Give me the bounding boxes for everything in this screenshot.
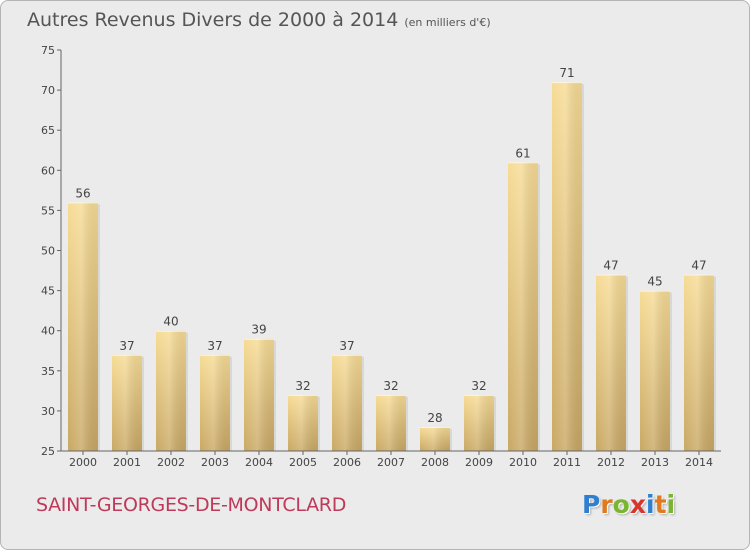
axes-layer: 25 30 35 40 45 50 55 60 65 70 75 56 2000 37 2001 40 2002… (41, 44, 721, 469)
bar-value-label: 61 (515, 146, 530, 160)
bar-highlight (68, 202, 98, 451)
y-tick-label: 55 (41, 204, 55, 217)
bar-highlight (288, 394, 318, 451)
x-tick-label: 2011 (553, 456, 581, 469)
bar-highlight (684, 274, 714, 451)
x-tick-label: 2002 (157, 456, 185, 469)
chart-title-text: Autres Revenus Divers de 2000 à 2014 (27, 9, 399, 31)
commune-name: SAINT-GEORGES-DE-MONTCLARD (36, 494, 347, 516)
y-tick-label: 75 (41, 44, 55, 57)
x-tick-label: 2005 (289, 456, 317, 469)
y-tick-label: 60 (41, 164, 55, 177)
x-tick-label: 2010 (509, 456, 537, 469)
logo-letter: i (666, 490, 676, 519)
x-tick-label: 2007 (377, 456, 405, 469)
proxiti-logo[interactable]: Proxiti (582, 490, 675, 519)
bar-value-label: 47 (691, 259, 706, 273)
chart-subtitle: (en milliers d'€) (404, 16, 491, 29)
bar-value-label: 37 (119, 339, 134, 353)
bar-value-label: 56 (75, 186, 90, 200)
bar-value-label: 28 (427, 411, 442, 425)
y-tick-label: 45 (41, 285, 55, 298)
bar-highlight (640, 290, 670, 451)
y-tick-label: 70 (41, 84, 55, 97)
bar-value-label: 32 (383, 379, 398, 393)
y-tick-label: 40 (41, 325, 55, 338)
logo-letter: r (600, 490, 613, 519)
bar-value-label: 32 (471, 379, 486, 393)
x-tick-label: 2013 (641, 456, 669, 469)
logo-letter: o (612, 490, 630, 519)
chart-title: Autres Revenus Divers de 2000 à 2014 (en … (27, 9, 491, 31)
y-tick-label: 35 (41, 365, 55, 378)
bar-value-label: 47 (603, 259, 618, 273)
bar-value-label: 32 (295, 379, 310, 393)
bar-highlight (596, 274, 626, 451)
logo-letter: P (582, 490, 601, 519)
bar-highlight (464, 394, 494, 451)
logo-letter: i (646, 490, 655, 519)
x-tick-label: 2006 (333, 456, 361, 469)
bar-value-label: 39 (251, 323, 266, 337)
bar-value-label: 71 (559, 66, 574, 80)
bar-highlight (156, 330, 186, 451)
x-tick-label: 2012 (597, 456, 625, 469)
x-tick-label: 2004 (245, 456, 273, 469)
x-tick-label: 2008 (421, 456, 449, 469)
bar-highlight (376, 394, 406, 451)
logo-letter: t (654, 490, 667, 519)
y-tick-label: 25 (41, 445, 55, 458)
logo-letter: x (629, 490, 646, 519)
x-tick-label: 2009 (465, 456, 493, 469)
bar-highlight (112, 354, 142, 451)
y-tick-label: 30 (41, 405, 55, 418)
y-tick-label: 65 (41, 124, 55, 137)
x-tick-label: 2000 (69, 456, 97, 469)
bar-value-label: 37 (339, 339, 354, 353)
bar-value-label: 37 (207, 339, 222, 353)
bar-highlight (420, 426, 450, 451)
bar-value-label: 40 (163, 315, 178, 329)
bar-highlight (508, 162, 538, 451)
x-tick-label: 2014 (685, 456, 713, 469)
bar-highlight (244, 338, 274, 451)
bar-value-label: 45 (647, 275, 662, 289)
bar-highlight (200, 354, 230, 451)
x-tick-label: 2001 (113, 456, 141, 469)
y-tick-label: 50 (41, 245, 55, 258)
bars-layer (68, 82, 716, 451)
bar-highlight (552, 82, 582, 451)
x-tick-label: 2003 (201, 456, 229, 469)
bar-highlight (332, 354, 362, 451)
